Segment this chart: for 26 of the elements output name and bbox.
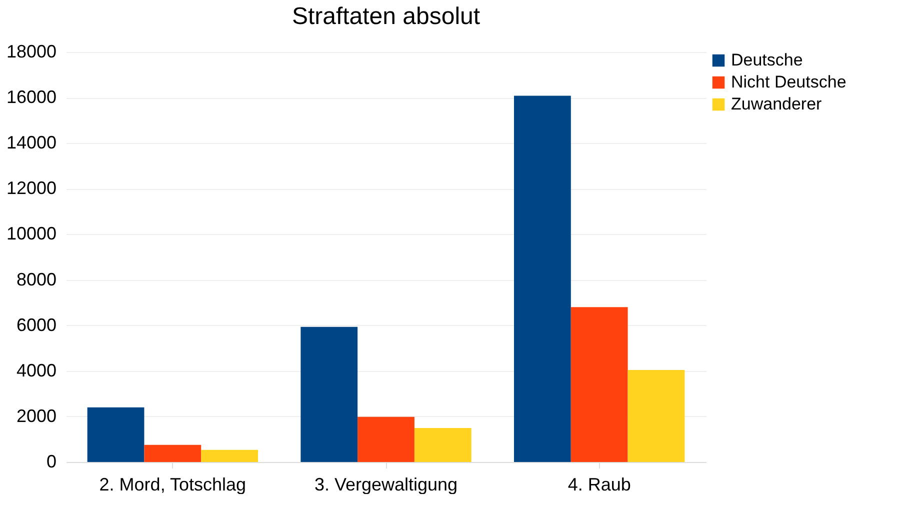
y-tick-label: 18000: [6, 42, 56, 62]
x-tick-label: 4. Raub: [568, 474, 631, 494]
y-tick-label: 16000: [6, 87, 56, 108]
y-tick-label: 2000: [16, 406, 56, 426]
bar: [201, 450, 258, 462]
y-tick-label: 6000: [16, 314, 56, 335]
bar: [570, 307, 628, 462]
y-tick-label: 14000: [6, 132, 56, 153]
x-tick-label: 2. Mord, Totschlag: [99, 474, 246, 494]
bar: [358, 416, 414, 462]
bar: [144, 444, 202, 462]
chart-title: Straftaten absolut: [292, 3, 480, 30]
bar: [628, 370, 685, 462]
y-tick-label: 8000: [16, 269, 56, 290]
y-tick-label: 12000: [6, 178, 56, 198]
legend-label: Nicht Deutsche: [731, 72, 846, 92]
y-tick-label: 0: [46, 452, 56, 472]
y-tick-label: 10000: [6, 224, 56, 244]
bar: [414, 428, 472, 462]
y-tick-label: 4000: [16, 360, 56, 380]
bar: [514, 96, 571, 462]
legend-label: Zuwanderer: [731, 94, 822, 114]
x-tick-label: 3. Vergewaltigung: [314, 474, 458, 494]
bar: [87, 407, 144, 462]
legend-label: Deutsche: [731, 50, 803, 70]
bar: [300, 326, 358, 462]
